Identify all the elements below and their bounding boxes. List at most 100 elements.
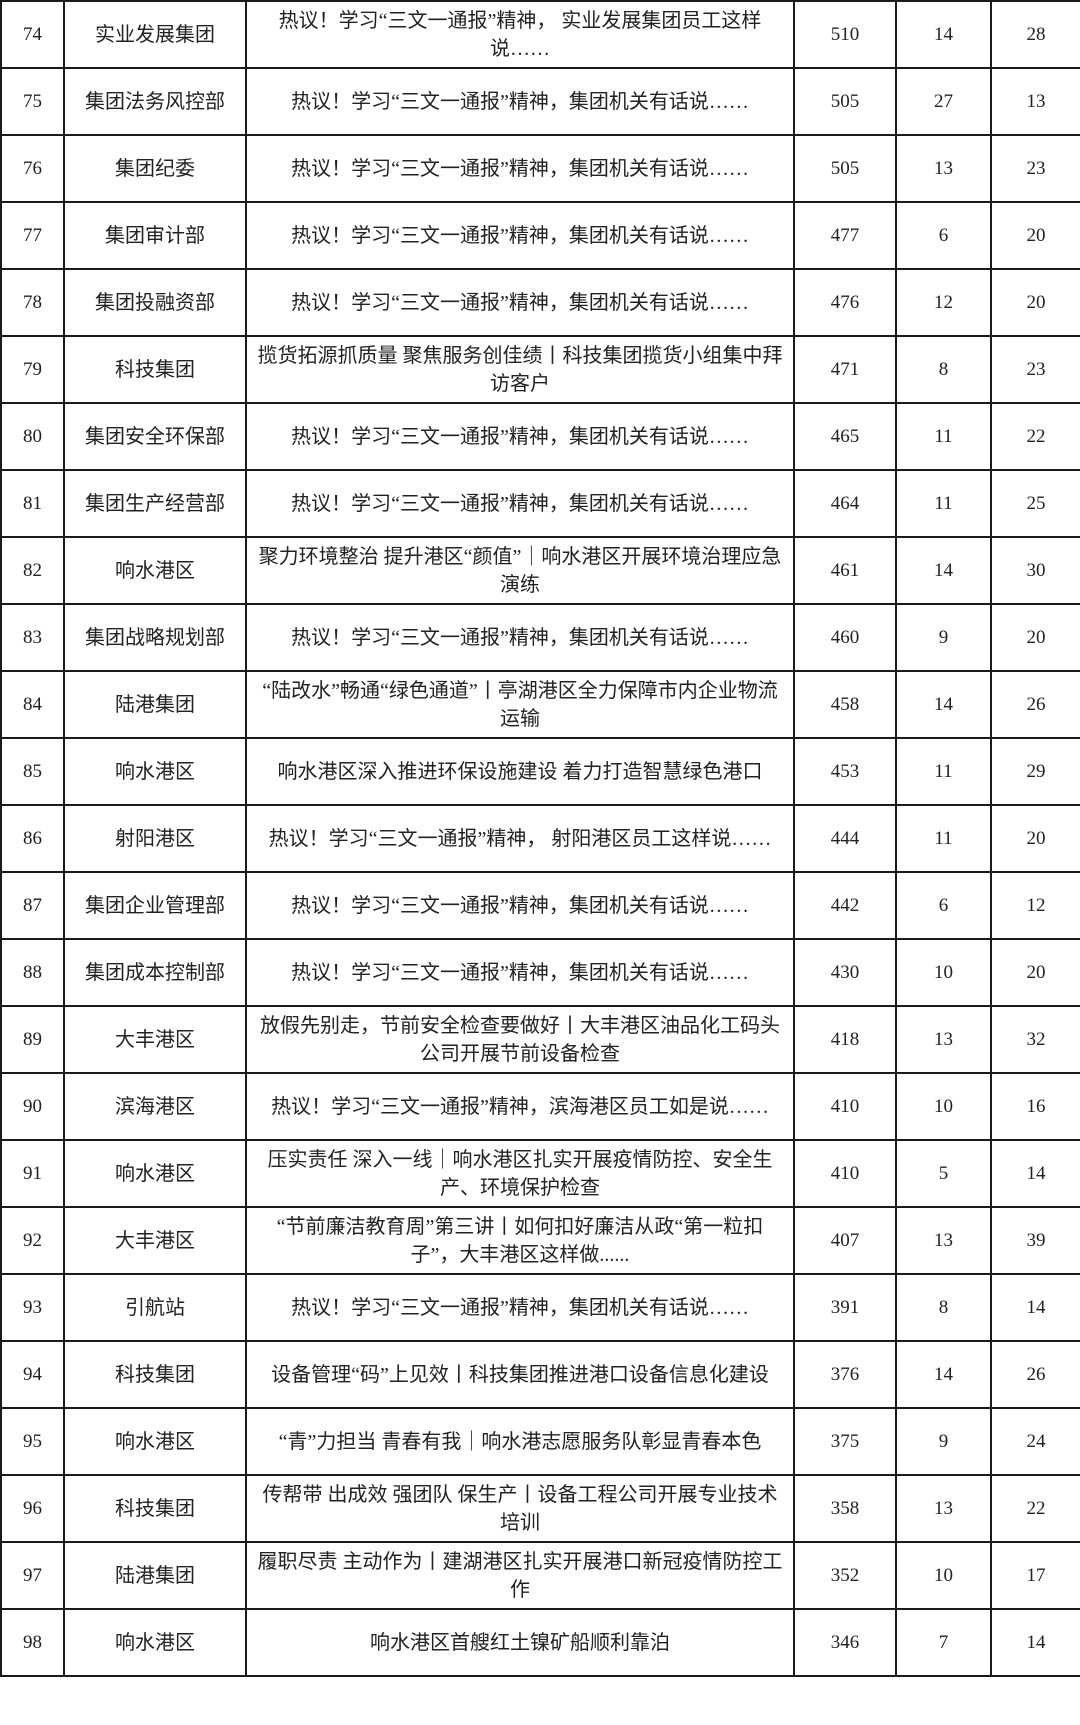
rank-cell: 79 xyxy=(0,335,65,404)
article-title-cell: 揽货拓源抓质量 聚焦服务创佳绩丨科技集团揽货小组集中拜访客户 xyxy=(245,335,795,404)
read-count-cell: 352 xyxy=(793,1541,897,1610)
article-title-cell: 热议！学习“三文一通报”精神，集团机关有话说…… xyxy=(245,603,795,672)
read-count-cell: 407 xyxy=(793,1206,897,1275)
table-row: 89 大丰港区 放假先别走，节前安全检查要做好丨大丰港区油品化工码头公司开展节前设备… xyxy=(0,1005,1080,1074)
looking-count-cell: 25 xyxy=(990,469,1080,538)
read-count-cell: 471 xyxy=(793,335,897,404)
like-count-cell: 13 xyxy=(895,1005,992,1074)
like-count-cell: 27 xyxy=(895,67,992,136)
unit-cell: 响水港区 xyxy=(63,1407,247,1476)
unit-cell: 射阳港区 xyxy=(63,804,247,873)
like-count-cell: 11 xyxy=(895,804,992,873)
table-row: 77 集团审计部 热议！学习“三文一通报”精神，集团机关有话说…… 477 6 20 xyxy=(0,201,1080,270)
like-count-cell: 11 xyxy=(895,469,992,538)
looking-count-cell: 12 xyxy=(990,871,1080,940)
looking-count-cell: 20 xyxy=(990,268,1080,337)
article-title-cell: 响水港区深入推进环保设施建设 着力打造智慧绿色港口 xyxy=(245,737,795,806)
rank-cell: 98 xyxy=(0,1608,65,1677)
looking-count-cell: 20 xyxy=(990,938,1080,1007)
article-title-cell: 热议！学习“三文一通报”精神，集团机关有话说…… xyxy=(245,268,795,337)
table-row: 76 集团纪委 热议！学习“三文一通报”精神，集团机关有话说…… 505 13 23 xyxy=(0,134,1080,203)
ranking-table-body: 74 实业发展集团 热议！学习“三文一通报”精神， 实业发展集团员工这样说…… 510… xyxy=(0,0,1080,1677)
unit-cell: 响水港区 xyxy=(63,536,247,605)
table-row: 75 集团法务风控部 热议！学习“三文一通报”精神，集团机关有话说…… 505 27 13 xyxy=(0,67,1080,136)
unit-cell: 集团成本控制部 xyxy=(63,938,247,1007)
rank-cell: 78 xyxy=(0,268,65,337)
table-row: 87 集团企业管理部 热议！学习“三文一通报”精神，集团机关有话说…… 442 6 12 xyxy=(0,871,1080,940)
like-count-cell: 6 xyxy=(895,871,992,940)
read-count-cell: 465 xyxy=(793,402,897,471)
like-count-cell: 13 xyxy=(895,134,992,203)
table-row: 81 集团生产经营部 热议！学习“三文一通报”精神，集团机关有话说…… 464 11 25 xyxy=(0,469,1080,538)
looking-count-cell: 26 xyxy=(990,1340,1080,1409)
table-row: 84 陆港集团 “陆改水”畅通“绿色通道”丨亭湖港区全力保障市内企业物流运输 458 1… xyxy=(0,670,1080,739)
unit-cell: 滨海港区 xyxy=(63,1072,247,1141)
table-row: 90 滨海港区 热议！学习“三文一通报”精神，滨海港区员工如是说…… 410 10 16 xyxy=(0,1072,1080,1141)
table-row: 94 科技集团 设备管理“码”上见效丨科技集团推进港口设备信息化建设 376 14 26 xyxy=(0,1340,1080,1409)
unit-cell: 集团投融资部 xyxy=(63,268,247,337)
rank-cell: 91 xyxy=(0,1139,65,1208)
read-count-cell: 461 xyxy=(793,536,897,605)
like-count-cell: 11 xyxy=(895,737,992,806)
table-row: 74 实业发展集团 热议！学习“三文一通报”精神， 实业发展集团员工这样说…… 510… xyxy=(0,0,1080,69)
article-title-cell: 热议！学习“三文一通报”精神，集团机关有话说…… xyxy=(245,1273,795,1342)
article-title-cell: 热议！学习“三文一通报”精神， 射阳港区员工这样说…… xyxy=(245,804,795,873)
read-count-cell: 458 xyxy=(793,670,897,739)
like-count-cell: 10 xyxy=(895,1072,992,1141)
table-row: 97 陆港集团 履职尽责 主动作为丨建湖港区扎实开展港口新冠疫情防控工作 352 10 1… xyxy=(0,1541,1080,1610)
like-count-cell: 14 xyxy=(895,536,992,605)
read-count-cell: 476 xyxy=(793,268,897,337)
article-title-cell: 压实责任 深入一线｜响水港区扎实开展疫情防控、安全生产、环境保护检查 xyxy=(245,1139,795,1208)
read-count-cell: 346 xyxy=(793,1608,897,1677)
read-count-cell: 442 xyxy=(793,871,897,940)
read-count-cell: 453 xyxy=(793,737,897,806)
read-count-cell: 464 xyxy=(793,469,897,538)
article-title-cell: 聚力环境整治 提升港区“颜值”｜响水港区开展环境治理应急演练 xyxy=(245,536,795,605)
rank-cell: 87 xyxy=(0,871,65,940)
like-count-cell: 13 xyxy=(895,1474,992,1543)
like-count-cell: 9 xyxy=(895,603,992,672)
rank-cell: 88 xyxy=(0,938,65,1007)
unit-cell: 大丰港区 xyxy=(63,1005,247,1074)
read-count-cell: 410 xyxy=(793,1139,897,1208)
unit-cell: 集团法务风控部 xyxy=(63,67,247,136)
rank-cell: 81 xyxy=(0,469,65,538)
unit-cell: 陆港集团 xyxy=(63,1541,247,1610)
table-row: 96 科技集团 传帮带 出成效 强团队 保生产丨设备工程公司开展专业技术培训 358 1… xyxy=(0,1474,1080,1543)
article-title-cell: 热议！学习“三文一通报”精神，集团机关有话说…… xyxy=(245,201,795,270)
looking-count-cell: 24 xyxy=(990,1407,1080,1476)
unit-cell: 响水港区 xyxy=(63,737,247,806)
looking-count-cell: 14 xyxy=(990,1608,1080,1677)
looking-count-cell: 14 xyxy=(990,1139,1080,1208)
like-count-cell: 5 xyxy=(895,1139,992,1208)
article-title-cell: 热议！学习“三文一通报”精神，集团机关有话说…… xyxy=(245,134,795,203)
rank-cell: 76 xyxy=(0,134,65,203)
article-title-cell: 热议！学习“三文一通报”精神，集团机关有话说…… xyxy=(245,469,795,538)
table-row: 98 响水港区 响水港区首艘红土镍矿船顺利靠泊 346 7 14 xyxy=(0,1608,1080,1677)
table-row: 79 科技集团 揽货拓源抓质量 聚焦服务创佳绩丨科技集团揽货小组集中拜访客户 471 8… xyxy=(0,335,1080,404)
looking-count-cell: 30 xyxy=(990,536,1080,605)
rank-cell: 93 xyxy=(0,1273,65,1342)
looking-count-cell: 39 xyxy=(990,1206,1080,1275)
unit-cell: 响水港区 xyxy=(63,1608,247,1677)
article-title-cell: 热议！学习“三文一通报”精神，集团机关有话说…… xyxy=(245,938,795,1007)
article-title-cell: 热议！学习“三文一通报”精神， 实业发展集团员工这样说…… xyxy=(245,0,795,69)
table-row: 93 引航站 热议！学习“三文一通报”精神，集团机关有话说…… 391 8 14 xyxy=(0,1273,1080,1342)
rank-cell: 89 xyxy=(0,1005,65,1074)
like-count-cell: 6 xyxy=(895,201,992,270)
rank-cell: 92 xyxy=(0,1206,65,1275)
article-title-cell: 热议！学习“三文一通报”精神，集团机关有话说…… xyxy=(245,402,795,471)
rank-cell: 77 xyxy=(0,201,65,270)
read-count-cell: 505 xyxy=(793,134,897,203)
rank-cell: 80 xyxy=(0,402,65,471)
rank-cell: 83 xyxy=(0,603,65,672)
rank-cell: 95 xyxy=(0,1407,65,1476)
unit-cell: 科技集团 xyxy=(63,1474,247,1543)
read-count-cell: 430 xyxy=(793,938,897,1007)
read-count-cell: 418 xyxy=(793,1005,897,1074)
read-count-cell: 410 xyxy=(793,1072,897,1141)
unit-cell: 集团战略规划部 xyxy=(63,603,247,672)
table-row: 83 集团战略规划部 热议！学习“三文一通报”精神，集团机关有话说…… 460 9 20 xyxy=(0,603,1080,672)
rank-cell: 85 xyxy=(0,737,65,806)
rank-cell: 90 xyxy=(0,1072,65,1141)
